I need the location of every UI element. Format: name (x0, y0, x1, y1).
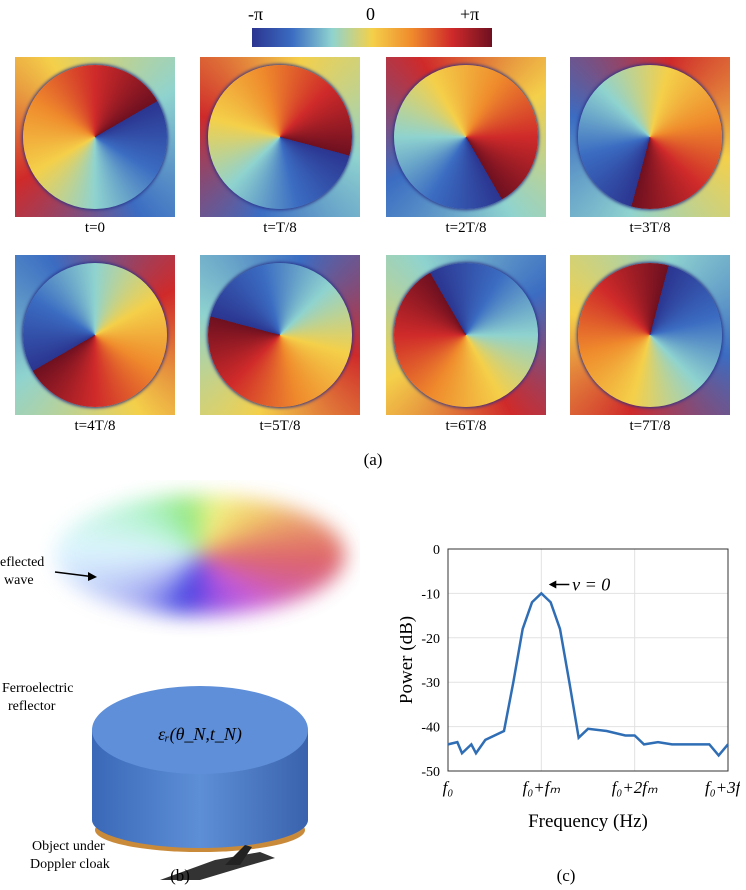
object-label: Object under (32, 839, 105, 854)
phase-frame (570, 57, 730, 217)
frame-label: t=3T/8 (570, 220, 730, 237)
y-tick-label: -10 (421, 587, 440, 602)
phase-frame (15, 57, 175, 217)
y-tick-label: -20 (421, 632, 440, 647)
reflector-label: reflector (8, 699, 56, 714)
x-tick-label: f₀+3fₘ (705, 778, 740, 797)
phase-disk (394, 65, 538, 209)
frame-label: t=5T/8 (200, 418, 360, 435)
caption: (c) (536, 866, 596, 886)
colorbar-label: +π (460, 4, 479, 25)
frame-label: t=6T/8 (386, 418, 546, 435)
colorbar-label: -π (248, 4, 263, 25)
phase-frame (200, 57, 360, 217)
wave-ellipse (55, 495, 345, 615)
phase-frame (200, 255, 360, 415)
y-axis-label: Power (dB) (400, 616, 417, 704)
annotation: v = 0 (572, 575, 610, 595)
phase-disk (394, 263, 538, 407)
chart: -50 -40 -30 -20 -10 0 f₀ f₀+fₘ f₀+2fₘ f₀+3fₘ v = 0… (400, 530, 740, 880)
x-tick-label: f₀+fₘ (523, 778, 561, 797)
phase-frame (386, 255, 546, 415)
phase-disk (23, 65, 167, 209)
colorbar-label: 0 (366, 4, 375, 25)
frame-label: t=2T/8 (386, 220, 546, 237)
frame-label: t=T/8 (200, 220, 360, 237)
y-tick-label: -40 (421, 721, 440, 736)
x-axis-label: Frequency (Hz) (528, 811, 648, 832)
phase-disk (578, 65, 722, 209)
panel-b: eflected wave εᵣ(θ_N,t_N) Ferroelectric … (0, 460, 400, 890)
phase-frame (386, 57, 546, 217)
material-label: εᵣ(θ_N,t_N) (158, 724, 242, 745)
phase-disk (208, 65, 352, 209)
frame-label: t=4T/8 (15, 418, 175, 435)
wave-label: eflected (0, 555, 44, 570)
y-tick-label: -50 (421, 765, 440, 780)
phase-frame (570, 255, 730, 415)
caption: (b) (150, 866, 210, 886)
phase-frame (15, 255, 175, 415)
y-tick-label: 0 (433, 543, 440, 558)
y-tick-label: -30 (421, 676, 440, 691)
figure: -π 0 +π t=0 t=T/8 t=2T/8 t=3T/8 t=4T/8 t=5T/8… (0, 0, 746, 890)
x-tick-label: f₀+2fₘ (612, 778, 658, 797)
reflector-label: Ferroelectric (2, 681, 74, 696)
wave-label: wave (4, 573, 34, 588)
phase-disk (23, 263, 167, 407)
object-label: Doppler cloak (30, 857, 110, 872)
colorbar (252, 28, 492, 47)
frame-label: t=0 (15, 220, 175, 237)
phase-disk (578, 263, 722, 407)
frame-label: t=7T/8 (570, 418, 730, 435)
x-tick-label: f₀ (443, 778, 454, 797)
phase-disk (208, 263, 352, 407)
